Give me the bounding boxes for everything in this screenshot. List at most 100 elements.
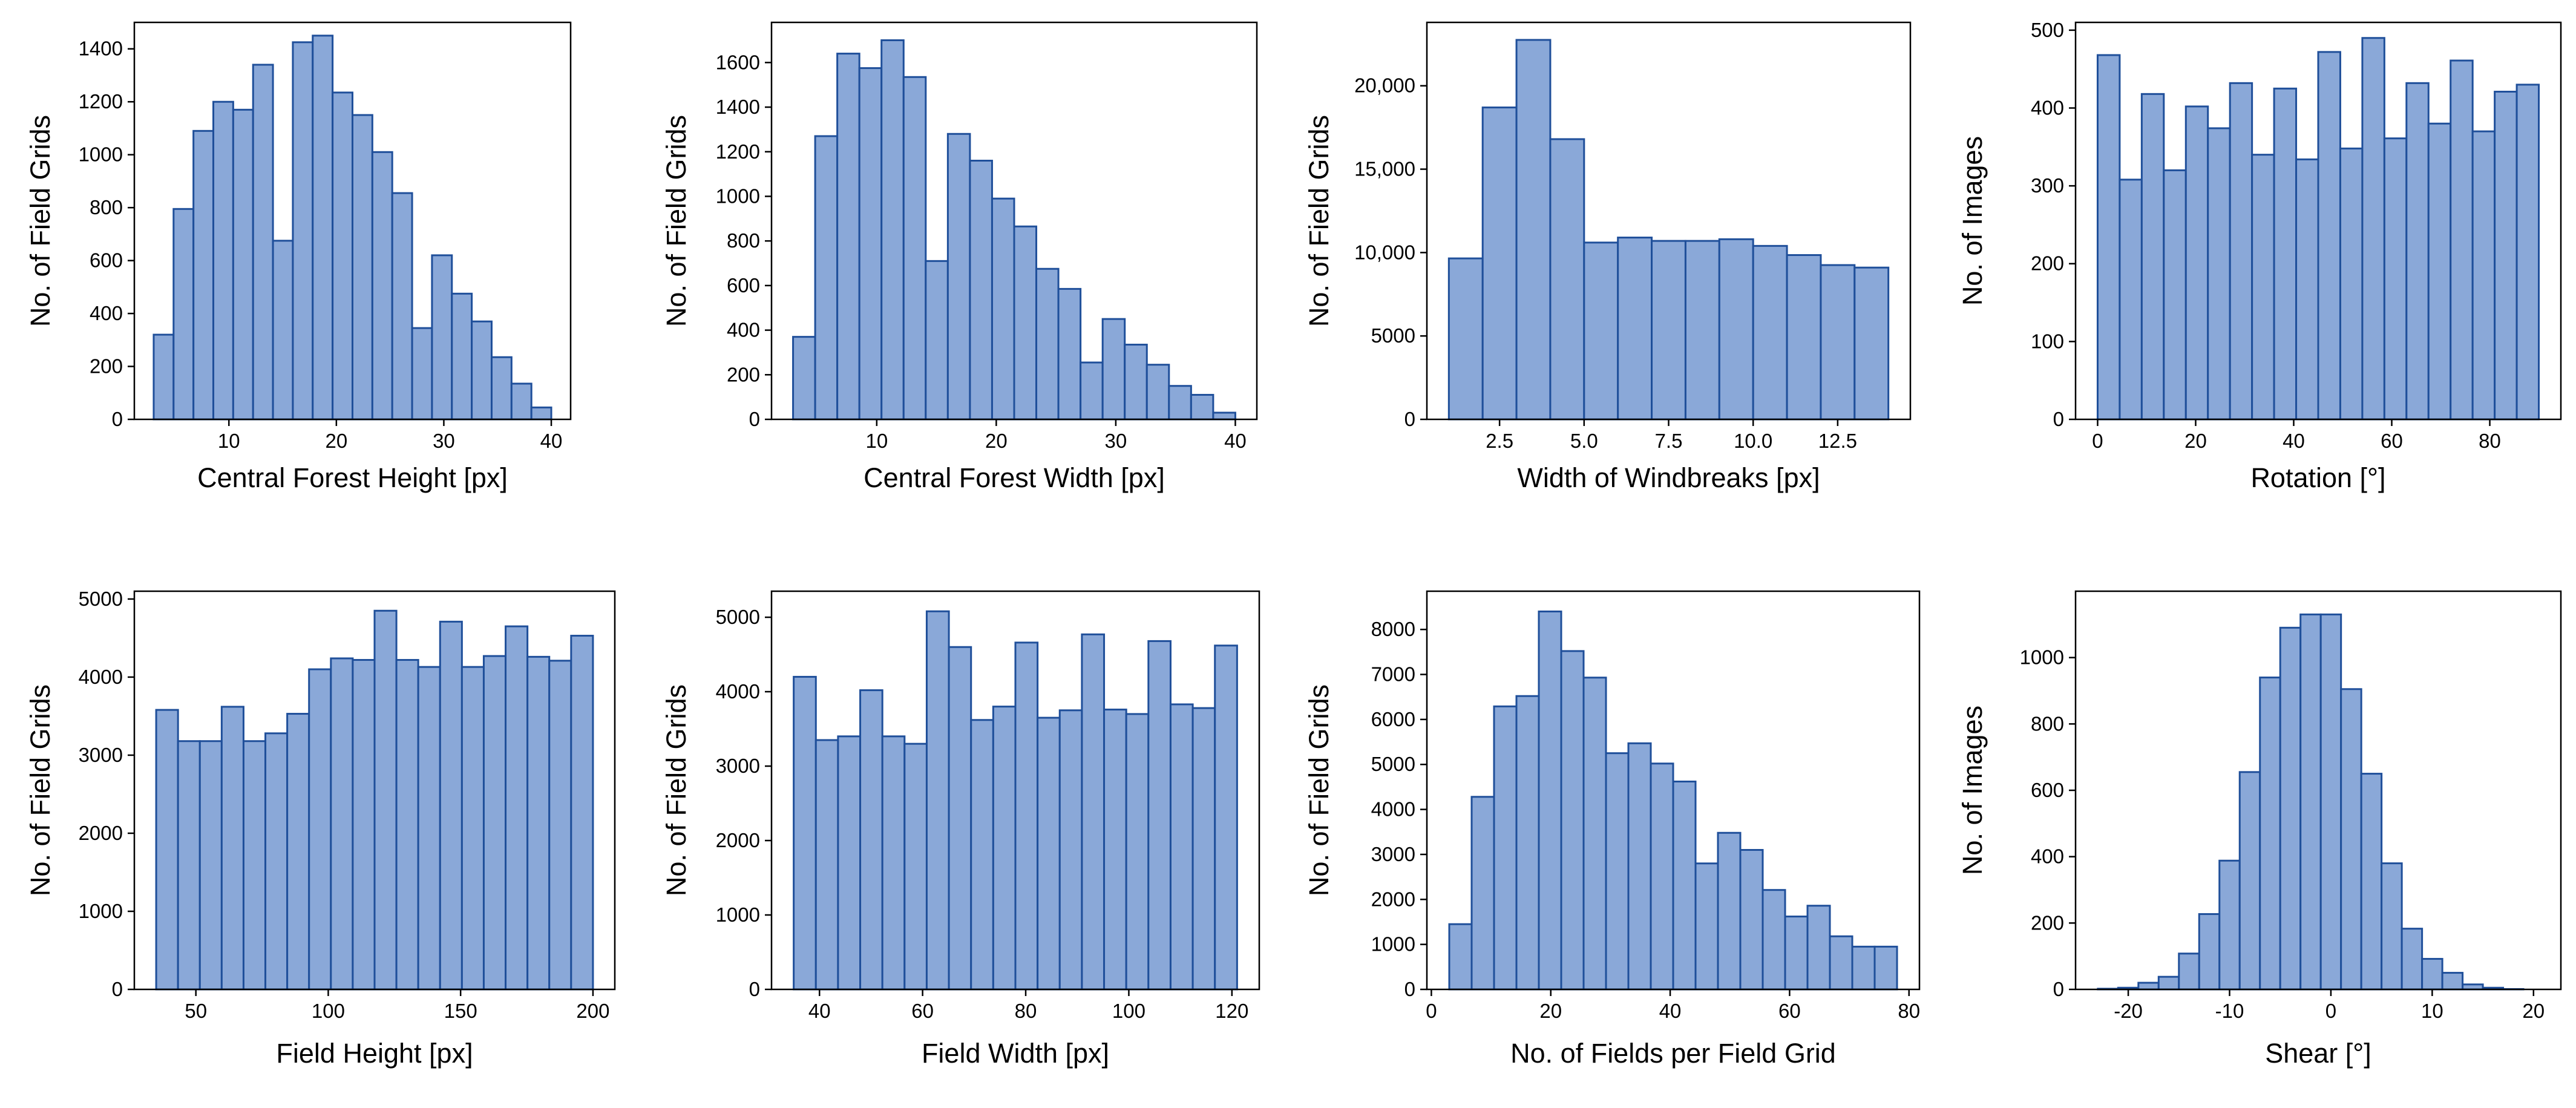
histogram-bar [1582, 677, 1607, 991]
histogram-bar [2251, 154, 2275, 421]
x-tick-label: 60 [1778, 1000, 1801, 1022]
y-tick-label: 0 [749, 408, 760, 430]
x-axis-title: Field Width [px] [922, 1038, 1109, 1069]
histogram-bar [814, 739, 839, 991]
histogram-bar [332, 91, 354, 421]
x-axis-title: Central Forest Height [px] [197, 462, 508, 493]
chart-fields-per-field-grid: No. of Fields per Field Grid No. of Fiel… [1303, 590, 1921, 1069]
x-axis-title: Rotation [°] [2250, 462, 2385, 493]
x-tick-label: 7.5 [1655, 430, 1683, 452]
histogram-bar [1147, 640, 1172, 991]
histogram-bar [1560, 650, 1585, 991]
histogram-bar [1627, 742, 1652, 991]
histogram-bar [192, 129, 215, 421]
y-tick-label: 3000 [716, 755, 760, 777]
histogram-bar [490, 356, 513, 421]
histogram-bar [482, 655, 507, 991]
histogram-bar [2163, 169, 2187, 421]
y-tick-label: 100 [2031, 330, 2064, 352]
histogram-bar [220, 706, 244, 991]
histogram-bar [312, 34, 334, 421]
histogram-bar [858, 67, 883, 421]
histogram-bar [925, 260, 949, 421]
histogram-bar [526, 655, 551, 991]
histogram-bar [1057, 287, 1082, 421]
histogram-bar [2340, 688, 2362, 991]
histogram-bar [2279, 626, 2302, 991]
histogram-bar [330, 657, 354, 991]
histogram-bar [373, 609, 398, 991]
x-axis-title: Central Forest Width [px] [864, 462, 1165, 493]
histogram-bar [1853, 266, 1890, 421]
x-tick-label: 20 [2522, 1000, 2545, 1022]
histogram-bar [2319, 613, 2342, 991]
histogram-bar [859, 689, 883, 991]
x-tick-label: 10 [218, 430, 240, 452]
chart-width-of-windbreaks: Width of Windbreaks [px] No. of Field Gr… [1303, 21, 1912, 493]
x-tick-label: 30 [1105, 430, 1127, 452]
histogram-bar [2140, 93, 2165, 421]
histogram-bar [1538, 610, 1562, 991]
histogram-bar [1873, 945, 1898, 991]
axes-frame [770, 590, 1260, 991]
x-tick-label: 120 [1215, 1000, 1248, 1022]
histogram-bar [1191, 707, 1216, 991]
histogram-bar [2441, 972, 2464, 991]
histogram-bar [1762, 889, 1786, 991]
histogram-bar [1448, 923, 1473, 991]
histogram-bar [2295, 158, 2319, 421]
histogram-bar [1080, 361, 1104, 421]
histogram-bar [1035, 267, 1060, 421]
y-tick-label: 4000 [1371, 798, 1415, 821]
y-tick-label: 1000 [2020, 646, 2064, 669]
histogram-bar [1190, 393, 1214, 421]
y-tick-label: 0 [1404, 978, 1415, 1000]
histogram-bar [2259, 677, 2281, 991]
histogram-bar [1515, 39, 1552, 421]
axes-frame [1426, 590, 1921, 991]
histogram-bar [1103, 709, 1127, 991]
y-axis-title: No. of Images [1957, 136, 1988, 306]
histogram-bar [2157, 975, 2180, 991]
histogram-bar [2450, 59, 2474, 421]
x-tick-label: 80 [2479, 430, 2501, 452]
chart-field-height: Field Height [px] No. of Field Grids 50 1… [25, 588, 616, 1069]
chart-central-forest-width: Central Forest Width [px] No. of Field G… [661, 21, 1258, 493]
x-tick-label: 20 [985, 430, 1008, 452]
histogram-bar [308, 668, 332, 991]
x-tick-label: 12.5 [1818, 430, 1857, 452]
y-tick-label: 10,000 [1354, 241, 1415, 263]
chart-central-forest-height: Central Forest Height [px] No. of Field … [25, 21, 572, 493]
histogram-bar [391, 192, 413, 421]
x-axis-title: Width of Windbreaks [px] [1517, 462, 1820, 493]
histogram-bar [198, 740, 223, 991]
histogram-bar [505, 625, 529, 991]
y-tick-label: 3000 [79, 744, 123, 766]
histogram-bar [1124, 344, 1148, 421]
histogram-bar [2178, 952, 2200, 991]
histogram-bar [172, 208, 195, 421]
histogram-bar [1650, 762, 1674, 991]
axes-frame [770, 21, 1258, 421]
histogram-bar [1651, 240, 1686, 421]
histogram-bar [1605, 752, 1630, 991]
y-tick-label: 1200 [79, 90, 123, 113]
chart-field-width: Field Width [px] No. of Field Grids 40 60… [661, 590, 1260, 1069]
histogram-bar [1014, 641, 1039, 991]
histogram-bar [451, 292, 473, 421]
histogram-bar [2421, 958, 2443, 991]
y-tick-label: 8000 [1371, 618, 1415, 640]
y-tick-label: 1200 [716, 140, 760, 163]
y-tick-label: 600 [90, 249, 123, 272]
x-tick-label: 20 [326, 430, 348, 452]
histogram-bar [1549, 138, 1585, 421]
y-tick-label: 0 [2053, 978, 2064, 1000]
histogram-bar [252, 64, 274, 421]
y-tick-label: 400 [2031, 845, 2064, 868]
y-tick-label: 200 [90, 355, 123, 378]
y-tick-label: 2000 [716, 829, 760, 851]
x-tick-label: 30 [433, 430, 455, 452]
histogram-bar [2401, 928, 2424, 991]
histogram-bar [1212, 411, 1236, 421]
y-tick-label: 600 [2031, 779, 2064, 801]
